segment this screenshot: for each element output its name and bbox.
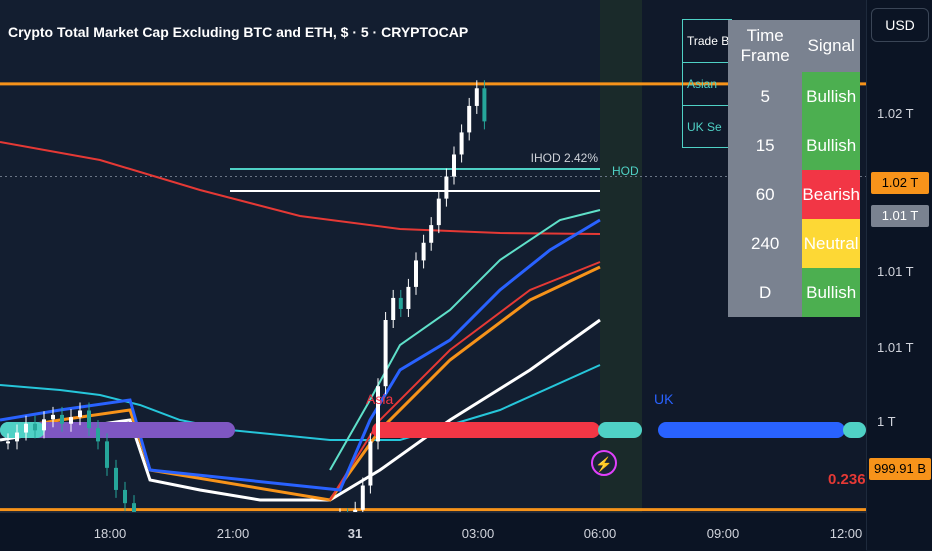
- candle: [87, 410, 91, 429]
- session-band-purple: [0, 422, 235, 438]
- signal-row: 60 Bearish: [728, 170, 860, 219]
- time-tick: 21:00: [216, 526, 250, 541]
- ma-red-short: [329, 261, 601, 501]
- time-tick: 06:00: [583, 526, 617, 541]
- signal-timeframe: 15: [728, 121, 803, 170]
- session-band-teal: [598, 422, 642, 438]
- signal-timeframe: 5: [728, 72, 803, 121]
- trade-by-row-asian: Asian: [683, 63, 731, 106]
- signal-row: 240 Neutral: [728, 219, 860, 268]
- trade-by-panel: Trade By Asian UK Se: [682, 19, 732, 148]
- session-band-asia: [372, 422, 600, 438]
- candle: [467, 105, 472, 133]
- candle: [436, 198, 441, 226]
- chart-title: Crypto Total Market Cap Excluding BTC an…: [8, 24, 469, 40]
- candle: [452, 154, 456, 177]
- candle: [391, 297, 396, 320]
- candle: [51, 414, 55, 420]
- session-label-asia: Asia: [366, 391, 393, 407]
- trade-by-header: Trade By: [683, 20, 731, 63]
- candle: [398, 297, 403, 309]
- candle: [6, 441, 10, 444]
- signal-timeframe: 60: [728, 170, 803, 219]
- candle: [123, 489, 127, 504]
- signal-header-signal: Signal: [802, 20, 860, 72]
- candle: [105, 441, 109, 468]
- candle: [132, 503, 136, 512]
- time-tick: 12:00: [829, 526, 863, 541]
- candle: [421, 242, 426, 261]
- candle: [42, 419, 46, 431]
- candle: [406, 286, 411, 309]
- signal-value: Bullish: [802, 121, 860, 170]
- signal-timeframe: D: [728, 268, 803, 317]
- candle: [114, 467, 118, 490]
- price-tick: 1.01 T: [877, 264, 914, 279]
- candle: [368, 441, 373, 486]
- candle: [459, 132, 464, 155]
- candle: [376, 386, 380, 442]
- chart-plot-area[interactable]: IHOD 2.42% HOD Asia UK 0.236 ⚡: [0, 0, 866, 512]
- session-band-uk: [658, 422, 845, 438]
- candle: [69, 417, 73, 424]
- price-axis[interactable]: USD 1.02 T 1.02 T 1.01 T 1.01 T 1.01 T 1…: [866, 0, 932, 550]
- price-tick: 1.02 T: [877, 106, 914, 121]
- signal-table-header: Time Frame Signal: [728, 20, 860, 72]
- candle: [33, 423, 37, 431]
- signal-value: Bullish: [802, 268, 860, 317]
- signal-timeframe: 240: [728, 219, 803, 268]
- candle: [414, 260, 418, 287]
- candle: [383, 320, 388, 387]
- signal-row: 15 Bullish: [728, 121, 860, 170]
- price-badge-fib: 999.91 B: [869, 458, 931, 480]
- time-tick: 18:00: [93, 526, 127, 541]
- signal-value: Bearish: [802, 170, 860, 219]
- ma-blue: [0, 218, 601, 492]
- candle: [353, 509, 358, 512]
- signal-value: Neutral: [802, 219, 860, 268]
- hod-label: HOD: [612, 164, 639, 178]
- ma-aqua: [329, 209, 601, 471]
- signal-table: Time Frame Signal 5 Bullish 15 Bullish 6…: [728, 20, 860, 317]
- candle: [24, 423, 28, 433]
- signal-row: D Bullish: [728, 268, 860, 317]
- lightning-icon: ⚡: [595, 456, 612, 473]
- candle: [474, 88, 479, 106]
- fib-label: 0.236: [828, 471, 866, 488]
- time-axis[interactable]: 18:00 21:00 31 03:00 06:00 09:00 12:00: [0, 512, 866, 551]
- price-tick: 1 T: [877, 414, 896, 429]
- price-badge-hod: 1.02 T: [871, 172, 929, 194]
- signal-value: Bullish: [802, 72, 860, 121]
- ma-white: [0, 318, 601, 502]
- event-marker-icon: [591, 450, 617, 476]
- time-tick: 03:00: [461, 526, 495, 541]
- currency-button[interactable]: USD: [871, 8, 929, 42]
- time-tick-day: 31: [347, 526, 363, 541]
- session-band-teal: [843, 422, 866, 438]
- time-tick: 09:00: [706, 526, 740, 541]
- session-band-teal: [0, 422, 45, 438]
- signal-header-timeframe: Time Frame: [728, 20, 803, 72]
- ihod-label: IHOD 2.42%: [531, 151, 599, 165]
- candle: [60, 414, 64, 424]
- candle: [78, 410, 82, 418]
- candle: [96, 428, 100, 442]
- ma-red-long: [0, 141, 601, 235]
- candle: [360, 485, 365, 510]
- candle: [15, 432, 19, 442]
- signal-row: 5 Bullish: [728, 72, 860, 121]
- candle: [444, 176, 449, 199]
- price-badge-current: 1.01 T: [871, 205, 929, 227]
- candle: [482, 88, 487, 122]
- trade-by-row-uk: UK Se: [683, 106, 731, 147]
- session-label-uk: UK: [654, 391, 674, 407]
- candle: [429, 225, 434, 243]
- price-tick: 1.01 T: [877, 340, 914, 355]
